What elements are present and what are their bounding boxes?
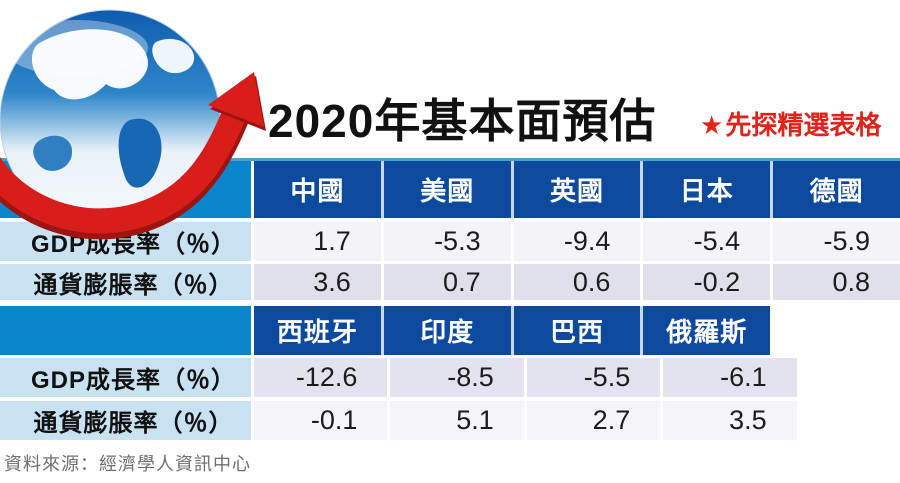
cell-gdp-china: 1.7 xyxy=(254,222,381,261)
cell-inflation-russia: 3.5 xyxy=(663,401,797,440)
forecast-table: 中國 美國 英國 日本 德國 GDP成長率（％） 1.7 -5.3 -9.4 -… xyxy=(0,158,900,440)
column-header-russia: 俄羅斯 xyxy=(640,306,771,355)
row-label-inflation-2: 通貨膨脹率（％） xyxy=(0,401,251,440)
column-header-japan: 日本 xyxy=(640,161,771,218)
cell-inflation-brazil: 2.7 xyxy=(526,401,661,440)
row-label-gdp-growth: GDP成長率（％） xyxy=(0,222,251,261)
column-header-brazil: 巴西 xyxy=(510,306,641,355)
table-row: 通貨膨脹率（％） 3.6 0.7 0.6 -0.2 0.8 xyxy=(0,264,900,300)
cell-gdp-russia: -6.1 xyxy=(663,358,797,397)
column-header-spain: 西班牙 xyxy=(254,306,381,355)
cell-inflation-india: 5.1 xyxy=(390,401,524,440)
cell-gdp-germany: -5.9 xyxy=(773,222,900,261)
cell-inflation-germany: 0.8 xyxy=(773,264,900,300)
column-header-china: 中國 xyxy=(254,161,381,218)
cell-gdp-uk: -9.4 xyxy=(513,222,641,261)
cell-gdp-usa: -5.3 xyxy=(383,222,511,261)
star-icon: ★ xyxy=(700,110,724,140)
empty-cell xyxy=(796,401,900,440)
country-header-row-bottom: 西班牙 印度 巴西 俄羅斯 xyxy=(0,306,900,355)
cell-inflation-japan: -0.2 xyxy=(643,264,771,300)
cell-inflation-usa: 0.7 xyxy=(383,264,511,300)
page-title: 2020年基本面預估 xyxy=(268,95,657,147)
cell-gdp-brazil: -5.5 xyxy=(526,358,661,397)
cell-inflation-china: 3.6 xyxy=(254,264,381,300)
empty-header-cell xyxy=(773,306,900,355)
column-header-uk: 英國 xyxy=(510,161,641,218)
row-label-gdp-growth-2: GDP成長率（％） xyxy=(0,358,251,397)
column-header-germany: 德國 xyxy=(770,161,900,218)
highlight-badge-label: 先探精選表格 xyxy=(725,110,882,140)
cell-inflation-spain: -0.1 xyxy=(254,401,388,440)
highlight-badge: ★ 先探精選表格 xyxy=(700,112,881,138)
cell-gdp-india: -8.5 xyxy=(390,358,524,397)
table-row: GDP成長率（％） -12.6 -8.5 -5.5 -6.1 xyxy=(0,358,900,397)
row-label-inflation: 通貨膨脹率（％） xyxy=(0,264,251,300)
table-row: GDP成長率（％） 1.7 -5.3 -9.4 -5.4 -5.9 xyxy=(0,222,900,261)
cell-gdp-japan: -5.4 xyxy=(643,222,771,261)
header-corner-cell-bottom xyxy=(0,306,251,355)
column-header-usa: 美國 xyxy=(380,161,511,218)
cell-inflation-uk: 0.6 xyxy=(513,264,641,300)
globe-arrow-icon xyxy=(0,9,266,240)
country-header-row-top: 中國 美國 英國 日本 德國 xyxy=(0,158,900,218)
table-row: 通貨膨脹率（％） -0.1 5.1 2.7 3.5 xyxy=(0,401,900,440)
empty-cell xyxy=(796,358,900,397)
data-source-note: 資料來源：經濟學人資訊中心 xyxy=(4,454,251,474)
red-arrow-icon xyxy=(0,72,266,240)
cell-gdp-spain: -12.6 xyxy=(254,358,388,397)
column-header-india: 印度 xyxy=(380,306,511,355)
